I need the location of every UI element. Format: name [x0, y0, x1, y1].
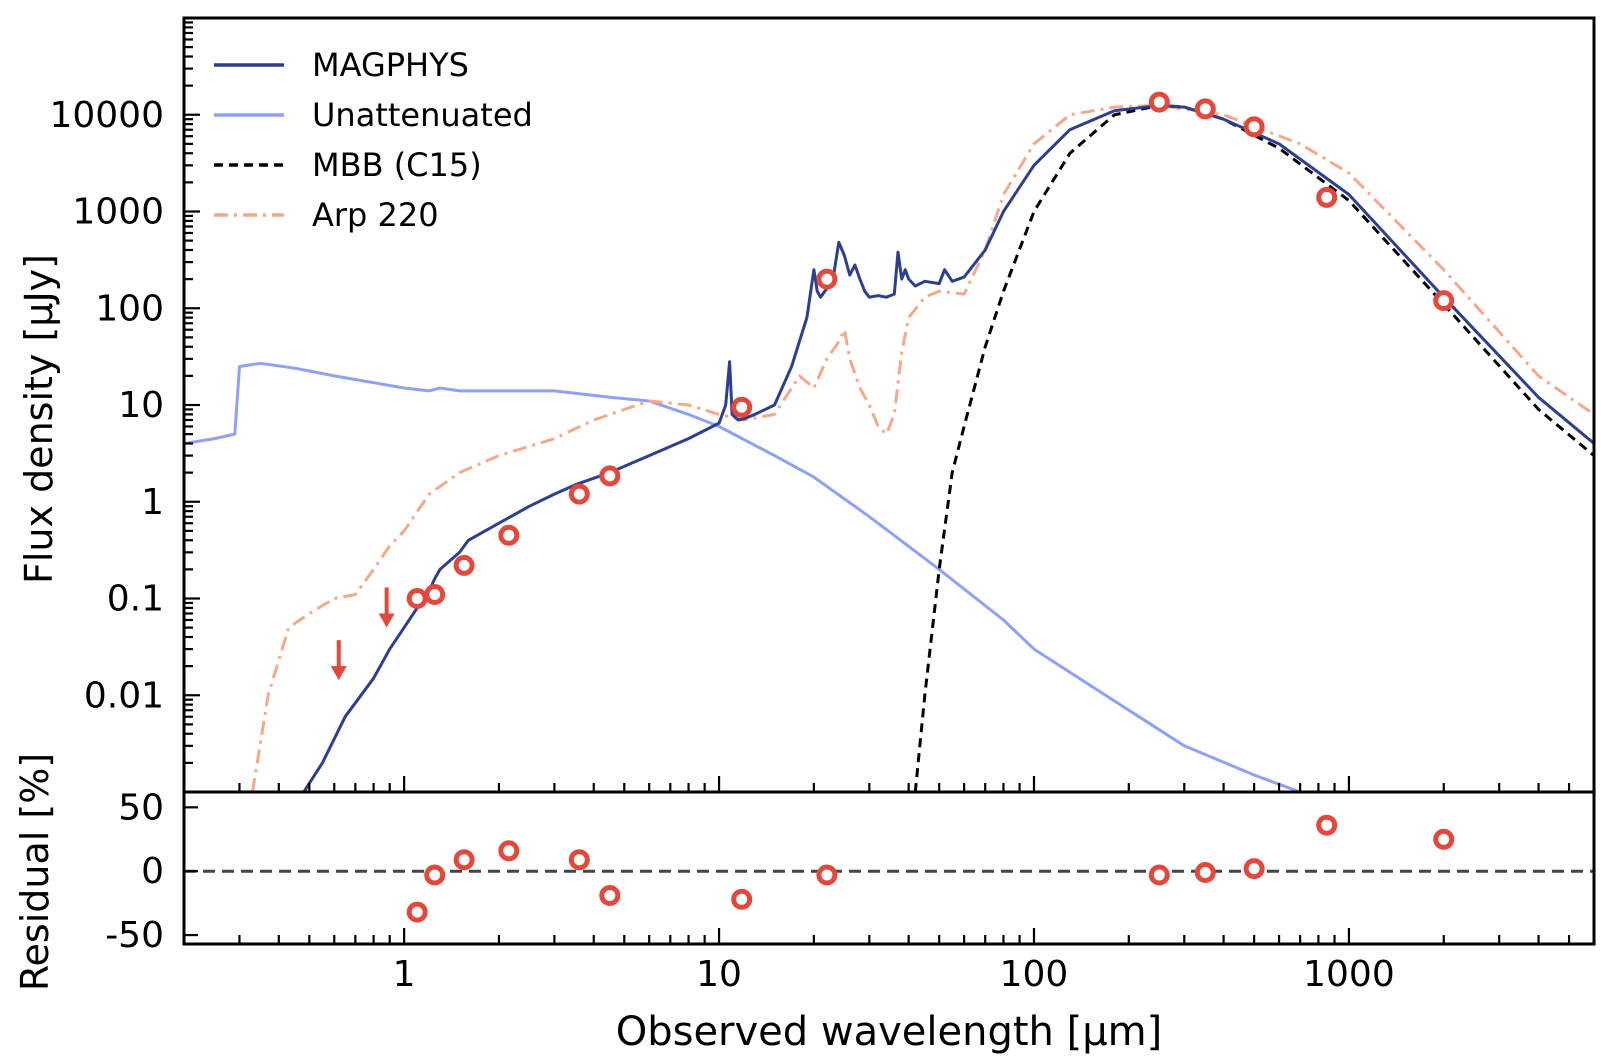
y-tick-label: 0.01: [84, 675, 164, 716]
sed-y-axis-label: Flux density [μJy]: [17, 254, 61, 584]
residual-point: [453, 849, 475, 871]
series-line-mbb-c15: [913, 103, 1594, 792]
residual-y-tick-label: 0: [141, 851, 164, 892]
observed-point: [816, 268, 838, 290]
x-tick-label: 10: [696, 954, 742, 995]
residual-point: [816, 864, 838, 886]
observed-point: [568, 483, 590, 505]
observed-point: [1433, 290, 1455, 312]
legend-entry: Arp 220: [214, 196, 439, 234]
legend-entry: MAGPHYS: [214, 46, 469, 84]
residual-markers-group: [406, 814, 1455, 923]
residual-point: [731, 888, 753, 910]
x-axis-label: Observed wavelength [μm]: [616, 1009, 1163, 1055]
legend-label: Arp 220: [312, 196, 439, 234]
observed-point: [731, 396, 753, 418]
upper-limit-arrow: [378, 587, 395, 628]
sed-markers-group: [330, 91, 1455, 681]
x-tick-label: 100: [1000, 954, 1069, 995]
x-tick-label: 1: [393, 954, 416, 995]
x-tick-label: 1000: [1303, 954, 1395, 995]
y-tick-label: 10: [118, 385, 164, 426]
legend-label: MAGPHYS: [312, 46, 469, 84]
legend-entry: Unattenuated: [214, 96, 533, 134]
legend-label: MBB (C15): [312, 146, 482, 184]
legend-label: Unattenuated: [312, 96, 533, 134]
observed-point: [1243, 116, 1265, 138]
residual-point: [1316, 814, 1338, 836]
observed-point: [453, 554, 475, 576]
legend-entry: MBB (C15): [214, 146, 482, 184]
observed-point: [1194, 98, 1216, 120]
upper-limit-arrow: [330, 640, 347, 681]
residual-point: [1194, 862, 1216, 883]
residual-point: [498, 840, 520, 862]
series-line-arp-220: [251, 103, 1594, 792]
y-tick-label: 1: [141, 482, 164, 523]
legend: MAGPHYS Unattenuated MBB (C15) Arp 220: [214, 46, 533, 234]
y-tick-label: 10000: [49, 95, 164, 136]
observed-point: [498, 524, 520, 546]
residual-panel-frame: [182, 790, 1596, 946]
residual-y-tick-label: 50: [118, 787, 164, 828]
residual-point: [424, 864, 446, 886]
y-tick-label: 1000: [72, 192, 164, 233]
residual-point: [1433, 828, 1455, 850]
observed-point: [424, 584, 446, 605]
y-tick-label: 100: [95, 288, 164, 329]
residual-point: [1243, 858, 1265, 880]
observed-point: [599, 465, 621, 487]
observed-point: [1148, 91, 1170, 113]
series-line-magphys: [302, 103, 1594, 792]
tick-labels: 0.01 0.1 1 10 100 1000 10000 50 0 -50 1 10 100 1000: [49, 95, 1394, 995]
residual-point: [406, 901, 428, 923]
residual-y-axis-label: Residual [%]: [13, 753, 57, 991]
residual-y-tick-label: -50: [105, 915, 164, 956]
y-tick-label: 0.1: [107, 579, 164, 620]
residual-point: [1148, 864, 1170, 886]
observed-point: [406, 588, 428, 609]
sed-panel-frame: [182, 16, 1596, 794]
residual-point: [568, 849, 590, 871]
series-line-unattenuated: [184, 361, 1301, 792]
residual-point: [599, 885, 621, 906]
observed-point: [1316, 186, 1338, 208]
